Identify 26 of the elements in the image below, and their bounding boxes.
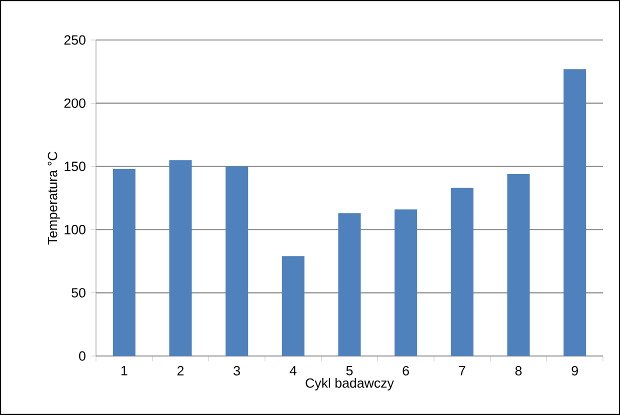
- x-tick-label: 3: [234, 366, 240, 376]
- bar: [338, 213, 361, 356]
- bar: [169, 160, 192, 356]
- x-tick-label: 1: [121, 366, 128, 376]
- bar: [507, 174, 530, 356]
- y-tick-label: 150: [64, 162, 86, 172]
- y-tick-label: 0: [79, 351, 86, 361]
- y-axis-title: Temperatura °C: [48, 152, 60, 244]
- bar: [564, 69, 586, 356]
- x-tick-label: 5: [346, 366, 353, 376]
- x-tick-label: 2: [177, 366, 184, 376]
- bar: [394, 209, 418, 356]
- y-tick-label: 250: [64, 35, 86, 45]
- y-tick-label: 200: [64, 98, 86, 108]
- x-tick-label: 9: [572, 366, 578, 376]
- x-tick-label: 6: [402, 366, 409, 376]
- x-tick-label: 4: [290, 366, 296, 376]
- bar: [450, 188, 474, 356]
- y-tick-label: 100: [64, 224, 86, 234]
- x-axis-title: Cykl badawczy: [306, 378, 394, 390]
- y-tick-label: 50: [72, 288, 86, 298]
- x-tick-label: 7: [459, 366, 466, 376]
- x-tick-label: 8: [515, 366, 522, 376]
- bar: [112, 168, 136, 356]
- bar: [226, 166, 248, 356]
- bar: [282, 256, 304, 356]
